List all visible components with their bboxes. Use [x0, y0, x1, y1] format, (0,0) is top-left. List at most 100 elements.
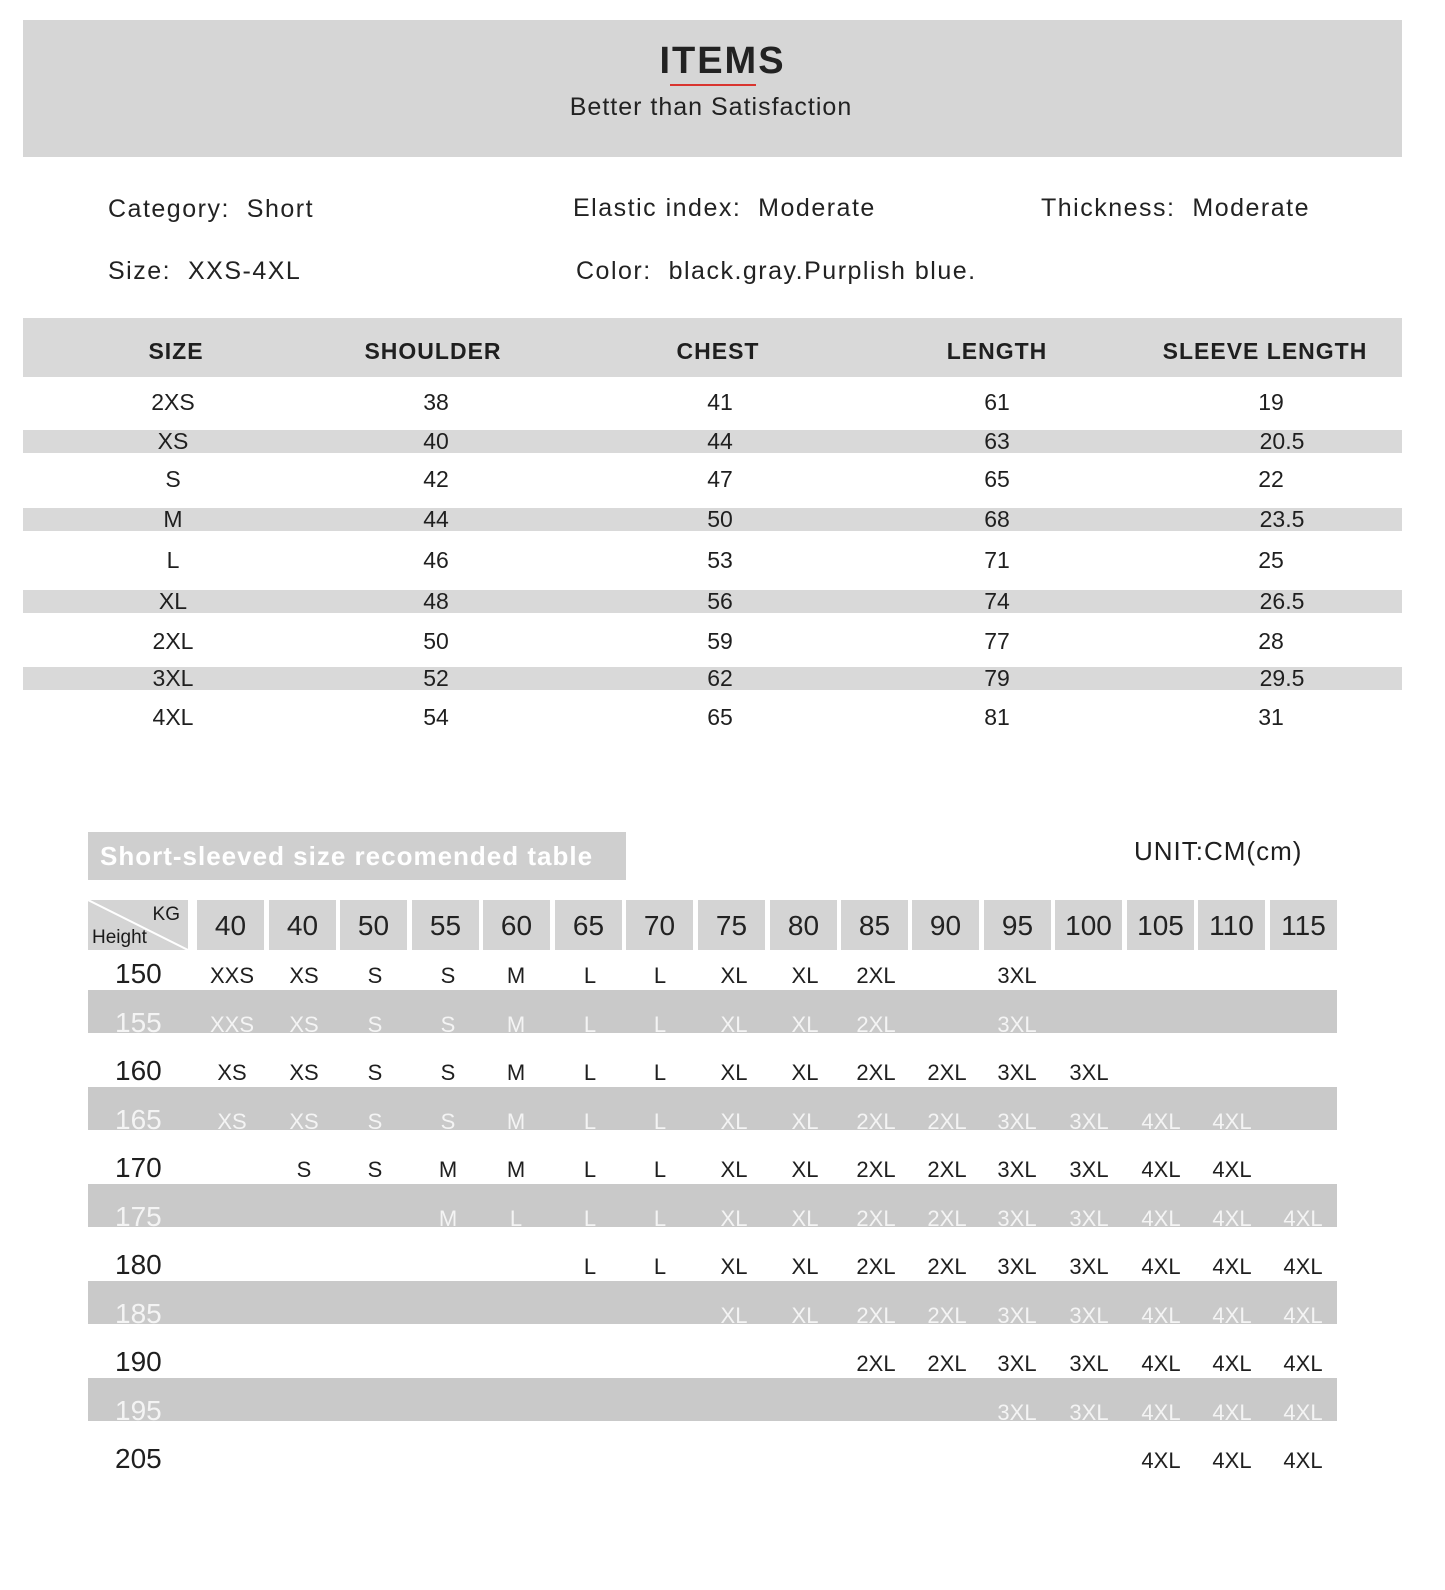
- height-label: 160: [115, 1055, 162, 1086]
- recommended-size: 4XL: [1212, 1108, 1252, 1134]
- size-label: 4XL: [152, 704, 194, 730]
- info-category: Category: Short: [108, 195, 315, 223]
- size-table-cell: 25: [1258, 547, 1284, 573]
- height-label: 205: [115, 1443, 162, 1474]
- height-label: 185: [115, 1297, 162, 1329]
- recommended-size: 2XL: [856, 1205, 896, 1231]
- recommended-size: 4XL: [1212, 1205, 1252, 1231]
- recommended-size: 3XL: [997, 1205, 1037, 1231]
- recommended-size: 4XL: [1283, 1351, 1323, 1376]
- recommended-size: XL: [720, 1302, 748, 1328]
- unit-label: UNIT:CM(cm): [1134, 836, 1303, 866]
- size-table-header: SHOULDER: [364, 338, 502, 364]
- rec-row-band: [88, 1183, 1337, 1227]
- recommended-size: XL: [791, 1011, 819, 1037]
- size-label: 2XL: [152, 628, 194, 654]
- size-table-cell: 50: [423, 628, 449, 654]
- page-title: ITEMS: [659, 40, 786, 82]
- size-table-row-band: [23, 508, 1402, 531]
- size-table-cell: 23.5: [1259, 506, 1305, 532]
- recommended-size: 3XL: [997, 1399, 1037, 1425]
- recommended-size: L: [583, 1060, 597, 1085]
- recommended-size: M: [438, 1157, 458, 1182]
- recommended-size: 2XL: [856, 1060, 896, 1085]
- weight-header: 70: [626, 900, 693, 950]
- weight-header: 65: [555, 900, 622, 950]
- recommended-size: S: [440, 1060, 456, 1085]
- recommended-size: 3XL: [997, 1108, 1037, 1134]
- recommended-size: S: [440, 1108, 456, 1134]
- recommended-size: 2XL: [927, 1157, 967, 1182]
- recommended-size: 2XL: [927, 1108, 967, 1134]
- size-label: S: [165, 466, 181, 492]
- recommended-size: 2XL: [856, 1108, 896, 1134]
- size-label: L: [166, 547, 180, 573]
- rec-row-band: [88, 989, 1337, 1033]
- recommended-size: 3XL: [1069, 1157, 1109, 1182]
- rec-row-band: [88, 1377, 1337, 1421]
- corner-kg: KG: [152, 904, 180, 925]
- recommended-size: S: [367, 1108, 383, 1134]
- weight-header: 85: [841, 900, 908, 950]
- recommended-size: 4XL: [1141, 1254, 1181, 1279]
- size-table-cell: 46: [423, 547, 449, 573]
- recommended-size: XS: [289, 1108, 319, 1134]
- size-table-cell: 28: [1258, 628, 1284, 654]
- recommended-size: XL: [791, 1157, 819, 1182]
- weight-header: 105: [1127, 900, 1194, 950]
- rec-row-band: [88, 1280, 1337, 1324]
- size-table-cell: 19: [1258, 389, 1284, 415]
- recommended-size: 4XL: [1283, 1302, 1323, 1328]
- recommended-size: 4XL: [1212, 1254, 1252, 1279]
- recommended-size: S: [440, 1011, 456, 1037]
- rec-row-band: [88, 1086, 1337, 1130]
- weight-header: 110: [1198, 900, 1265, 950]
- height-label: 190: [115, 1346, 162, 1377]
- size-table-cell: 42: [423, 466, 449, 492]
- size-table-cell: 47: [707, 466, 733, 492]
- recommended-size: L: [653, 1205, 667, 1231]
- height-label: 170: [115, 1152, 162, 1183]
- weight-header: 100: [1055, 900, 1122, 950]
- recommended-size: XL: [791, 1060, 819, 1085]
- recommended-size: L: [653, 1108, 667, 1134]
- height-label: 175: [115, 1200, 162, 1232]
- recommended-size: L: [653, 1254, 667, 1279]
- header-band: [23, 20, 1402, 157]
- height-label: 195: [115, 1394, 162, 1426]
- size-table-cell: 22: [1258, 466, 1284, 492]
- recommended-size: 3XL: [997, 1157, 1037, 1182]
- recommended-size: 3XL: [997, 1060, 1037, 1085]
- size-table-cell: 59: [707, 628, 733, 654]
- recommended-size: 3XL: [1069, 1302, 1109, 1328]
- weight-header: 40: [269, 900, 336, 950]
- rec-table-title: Short-sleeved size recomended table: [88, 832, 626, 880]
- recommended-size: XL: [720, 1205, 748, 1231]
- recommended-size: S: [367, 963, 383, 988]
- recommended-size: XL: [720, 1108, 748, 1134]
- recommended-size: 2XL: [856, 1302, 896, 1328]
- recommended-size: S: [440, 963, 456, 988]
- recommended-size: S: [367, 1011, 383, 1037]
- size-table-cell: 71: [984, 547, 1010, 573]
- recommended-size: L: [583, 1205, 597, 1231]
- recommended-size: 4XL: [1283, 1448, 1323, 1473]
- recommended-size: L: [583, 1157, 597, 1182]
- recommended-size: 4XL: [1212, 1448, 1252, 1473]
- height-label: 155: [115, 1006, 162, 1038]
- recommended-size: XL: [791, 1254, 819, 1279]
- recommended-size: L: [583, 1254, 597, 1279]
- recommended-size: XL: [720, 1157, 748, 1182]
- weight-header: 55: [412, 900, 479, 950]
- recommended-size: S: [296, 1157, 312, 1182]
- size-table-cell: 63: [984, 428, 1010, 454]
- size-table-cell: 56: [707, 588, 733, 614]
- size-label: 3XL: [152, 665, 194, 691]
- recommended-size: 3XL: [1069, 1060, 1109, 1085]
- recommended-size: 2XL: [856, 1254, 896, 1279]
- size-table-cell: 40: [423, 428, 449, 454]
- size-table-cell: 77: [984, 628, 1010, 654]
- recommended-size: M: [506, 1108, 526, 1134]
- size-table-cell: 74: [984, 588, 1010, 614]
- recommended-size: 3XL: [1069, 1108, 1109, 1134]
